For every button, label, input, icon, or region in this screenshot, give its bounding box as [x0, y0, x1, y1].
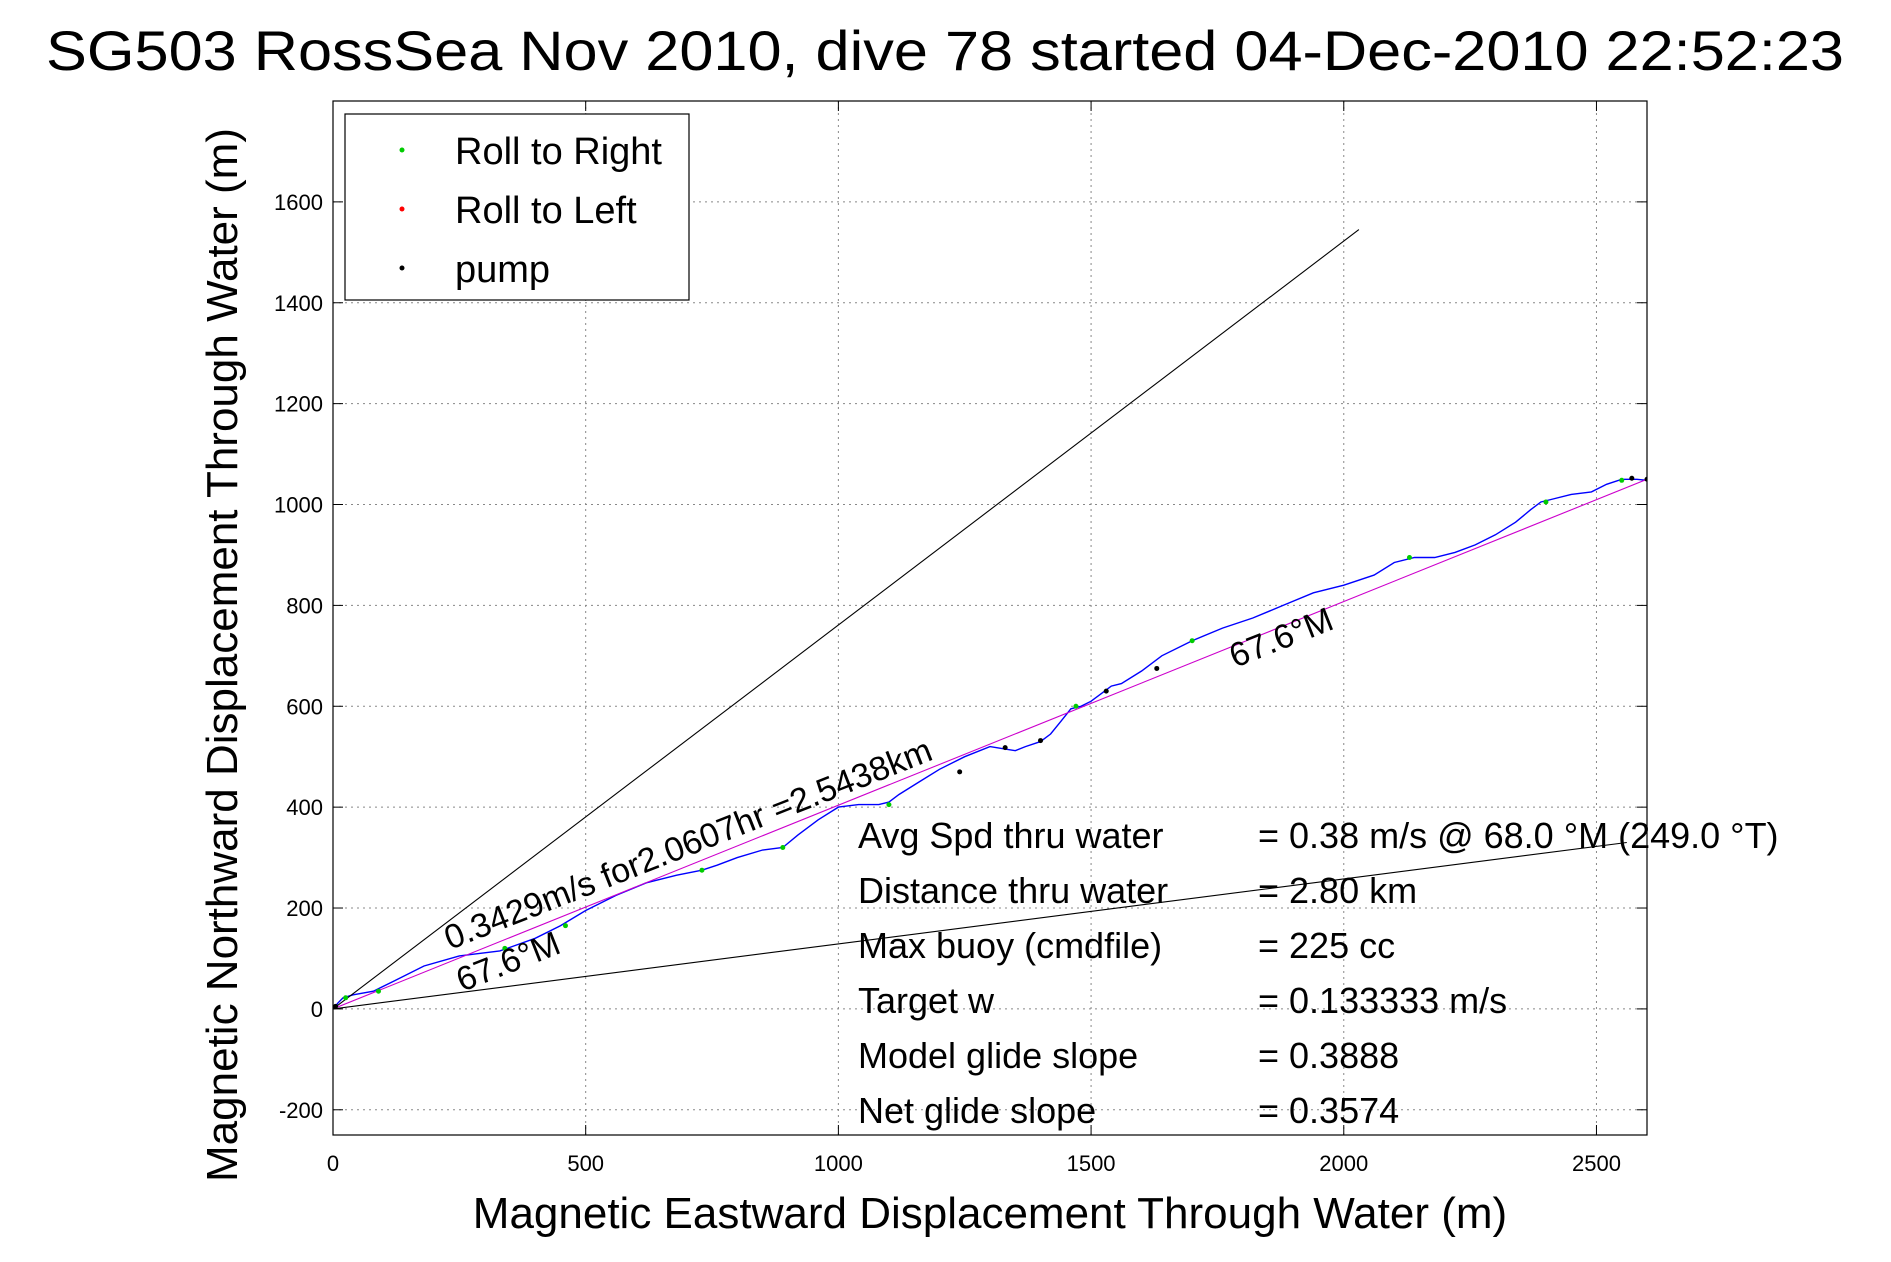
- marker-point: [343, 995, 349, 1001]
- info-value-avg-speed: = 0.38 m/s @ 68.0 °M (249.0 °T): [1258, 815, 1779, 856]
- marker-point: [780, 844, 786, 850]
- x-tick-label: 500: [567, 1151, 604, 1176]
- marker-point: [502, 945, 508, 951]
- marker-point: [1629, 475, 1635, 481]
- legend-label-pump: pump: [455, 249, 550, 291]
- axes-frame: [332, 100, 1648, 1136]
- series-line-track: [333, 478, 1647, 1010]
- marker-point: [886, 802, 892, 808]
- marker-point: [562, 923, 568, 929]
- info-label-model-glide: Model glide slope: [858, 1035, 1138, 1076]
- x-tick-label: 1000: [814, 1151, 863, 1176]
- x-tick-label: 1500: [1067, 1151, 1116, 1176]
- marker-point: [699, 867, 705, 873]
- y-tick-label: 400: [286, 795, 323, 820]
- series-line-reference: [333, 229, 1360, 1010]
- marker-point: [1543, 499, 1549, 505]
- axis-ticks: 0 500 1000 1500 2000 2500 -200 0 200 400 600 800 100…: [274, 101, 1647, 1176]
- info-label-avg-speed: Avg Spd thru water: [858, 815, 1164, 856]
- series-line-fit: [333, 478, 1647, 1010]
- y-tick-label: 600: [286, 694, 323, 719]
- dive-info-box: Avg Spd thru water = 0.38 m/s @ 68.0 °M …: [858, 815, 1779, 1131]
- y-tick-label: 1200: [274, 392, 323, 417]
- marker-point: [375, 988, 381, 994]
- marker-point: [1103, 688, 1109, 694]
- x-tick-label: 2500: [1572, 1151, 1621, 1176]
- marker-point: [1644, 476, 1647, 482]
- chart-title: SG503 RossSea Nov 2010, dive 78 started …: [46, 19, 1844, 82]
- x-axis-label: Magnetic Eastward Displacement Through W…: [473, 1189, 1507, 1238]
- info-label-max-buoy: Max buoy (cmdfile): [858, 925, 1162, 966]
- legend-marker-roll-right: [399, 147, 405, 153]
- info-value-target-w: = 0.133333 m/s: [1258, 980, 1507, 1021]
- marker-point: [1406, 554, 1412, 560]
- info-value-distance: = 2.80 km: [1258, 870, 1417, 911]
- y-tick-label: 800: [286, 593, 323, 618]
- info-label-target-w: Target w: [858, 980, 995, 1021]
- y-tick-label: -200: [279, 1098, 323, 1123]
- info-value-max-buoy: = 225 cc: [1258, 925, 1395, 966]
- info-label-net-glide: Net glide slope: [858, 1090, 1096, 1131]
- legend-label-roll-left: Roll to Left: [455, 190, 637, 232]
- legend-marker-roll-left: [399, 206, 405, 212]
- y-tick-label: 200: [286, 896, 323, 921]
- y-tick-label: 1400: [274, 291, 323, 316]
- legend-label-roll-right: Roll to Right: [455, 131, 662, 173]
- info-value-model-glide: = 0.3888: [1258, 1035, 1399, 1076]
- series-layer: [333, 229, 1647, 1010]
- marker-point: [1189, 638, 1195, 644]
- marker-point: [1073, 703, 1079, 709]
- x-tick-label: 0: [327, 1151, 339, 1176]
- marker-point: [1038, 738, 1044, 744]
- marker-point: [1154, 665, 1160, 671]
- x-tick-label: 2000: [1319, 1151, 1368, 1176]
- info-value-net-glide: = 0.3574: [1258, 1090, 1399, 1131]
- y-tick-label: 1600: [274, 190, 323, 215]
- series-line-reference: [333, 841, 1627, 1010]
- legend: Roll to Right Roll to Left pump: [344, 113, 690, 301]
- legend-marker-pump: [399, 265, 405, 271]
- marker-point: [333, 1003, 339, 1009]
- marker-point: [957, 769, 963, 775]
- grid: [333, 101, 1647, 1135]
- marker-point: [1002, 745, 1008, 751]
- y-axis-label: Magnetic Northward Displacement Through …: [198, 128, 247, 1182]
- y-tick-label: 0: [311, 997, 323, 1022]
- y-tick-label: 1000: [274, 493, 323, 518]
- marker-point: [1619, 477, 1625, 483]
- info-label-distance: Distance thru water: [858, 870, 1168, 911]
